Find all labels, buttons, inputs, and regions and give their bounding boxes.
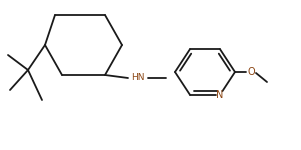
Text: O: O xyxy=(247,67,255,77)
Text: HN: HN xyxy=(131,74,145,82)
Text: N: N xyxy=(216,90,224,100)
